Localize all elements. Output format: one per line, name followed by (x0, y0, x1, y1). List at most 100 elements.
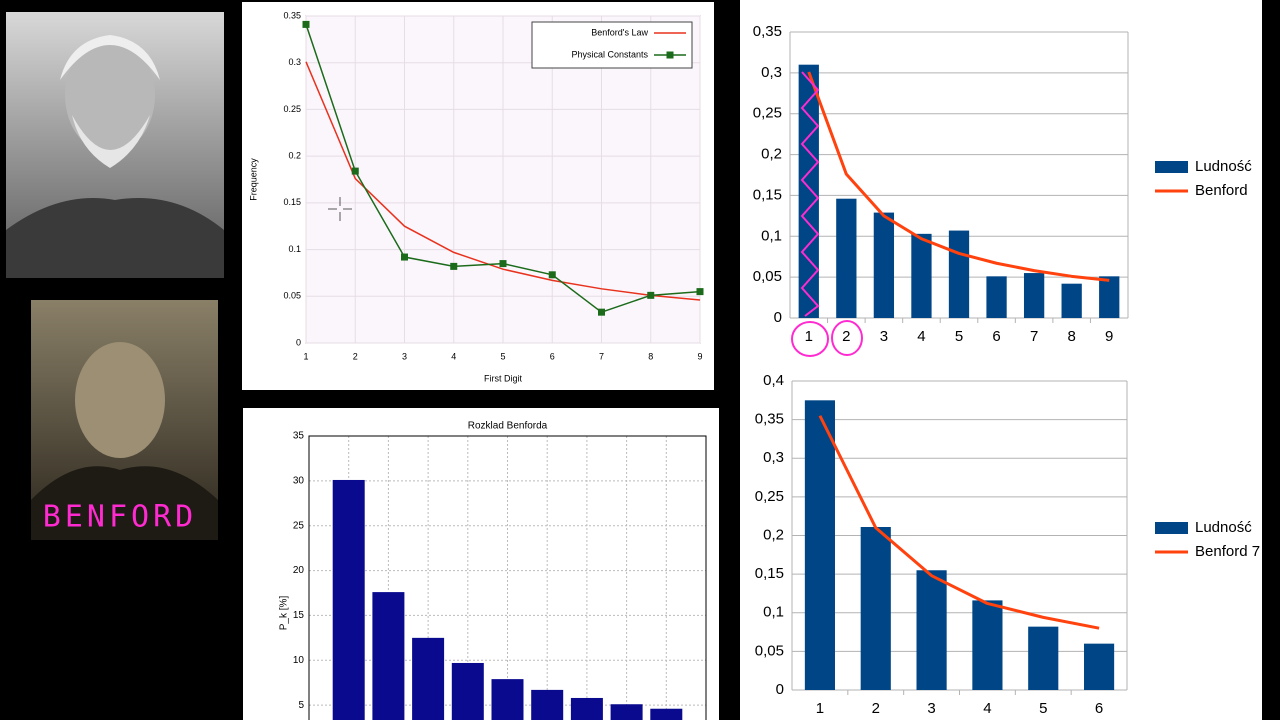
x-axis-label: First Digit (484, 373, 522, 383)
y-tick-label: 0.35 (283, 10, 301, 20)
x-tick-label: 2 (872, 700, 880, 717)
bar (610, 704, 643, 720)
bar (1061, 283, 1082, 318)
bar (804, 400, 835, 690)
marker (696, 288, 704, 296)
y-tick-label: 0.2 (288, 151, 301, 161)
portrait-newcomb (6, 12, 224, 278)
bar (451, 662, 484, 720)
y-tick-label: 25 (293, 520, 305, 531)
x-tick-label: 4 (983, 700, 991, 717)
photo-caption: BENFORD (43, 500, 197, 535)
x-tick-label: 1 (805, 328, 813, 345)
marker (351, 167, 359, 175)
x-tick-label: 3 (927, 700, 935, 717)
cursor (328, 197, 352, 221)
bar (1084, 643, 1115, 690)
y-tick-label: 0,15 (753, 186, 782, 203)
x-tick-label: 2 (353, 351, 358, 361)
legend-swatch (1155, 522, 1188, 534)
bar (372, 592, 405, 720)
x-tick-label: 6 (992, 328, 1000, 345)
y-tick-label: 0,35 (753, 23, 782, 40)
bar (860, 527, 891, 690)
bar (911, 233, 932, 318)
legend-marker (666, 51, 674, 59)
x-tick-label: 5 (955, 328, 963, 345)
plot-frame (308, 435, 707, 720)
y-tick-label: 0 (776, 681, 784, 698)
y-tick-label: 0,3 (763, 449, 784, 466)
x-tick-label: 6 (1095, 700, 1103, 717)
y-tick-label: 15 (293, 610, 305, 621)
series-line (818, 415, 1100, 630)
x-tick-label: 2 (842, 328, 850, 345)
x-tick-label: 9 (697, 351, 702, 361)
y-tick-label: 0.05 (283, 291, 301, 301)
x-tick-label: 9 (1105, 328, 1113, 345)
marker (499, 260, 507, 268)
x-tick-label: 4 (451, 351, 456, 361)
y-tick-label: 0.3 (288, 57, 301, 67)
y-tick-label: 0,05 (753, 268, 782, 285)
bar (1099, 276, 1120, 318)
chart-title: Rozklad Benforda (468, 421, 548, 432)
bar (412, 637, 445, 720)
y-tick-label: 0,2 (761, 146, 782, 163)
y-tick-label: 0,1 (761, 227, 782, 244)
bar (650, 708, 683, 720)
marker (401, 253, 408, 261)
x-tick-label: 6 (550, 351, 555, 361)
bar (491, 679, 524, 720)
y-tick-label: 35 (293, 431, 305, 442)
legend-label: Benford (1195, 182, 1248, 199)
y-tick-label: 0,1 (763, 604, 784, 621)
legend-box (531, 21, 693, 69)
series-line (305, 61, 701, 301)
bar (972, 600, 1003, 690)
bar (916, 570, 947, 690)
y-tick-label: 0 (774, 309, 782, 326)
legend-label: Benford 7 (1195, 543, 1260, 560)
y-tick-label: 0,2 (763, 526, 784, 543)
y-tick-label: 0,35 (755, 411, 784, 428)
x-tick-label: 4 (917, 328, 925, 345)
legend-label: Benford's Law (591, 27, 648, 37)
legend-label: Physical Constants (571, 49, 648, 59)
marker (548, 271, 556, 279)
bar (531, 689, 564, 720)
series-line (807, 71, 1110, 282)
marker (450, 262, 458, 270)
handwriting (791, 71, 863, 357)
bar (986, 276, 1007, 318)
x-tick-label: 7 (1030, 328, 1038, 345)
bar (836, 198, 857, 318)
y-tick-label: 30 (293, 475, 305, 486)
y-tick-label: 0,25 (753, 105, 782, 122)
bar (570, 697, 603, 720)
legend-label: Ludność (1195, 158, 1252, 175)
y-tick-label: 0,3 (761, 64, 782, 81)
bar (1028, 626, 1059, 690)
y-tick-label: 0 (296, 337, 301, 347)
y-tick-label: 0.15 (283, 197, 301, 207)
charts: 0 0.05 0.1 0.15 0.2 0.25 0.3 0.35 1 2 3 4 5 6 7 8 9 First… (248, 10, 1260, 720)
bar (1023, 273, 1045, 318)
y-tick-label: 0.1 (288, 244, 301, 254)
marker (647, 291, 655, 299)
y-tick-label: 0,05 (755, 642, 784, 659)
marker (302, 20, 310, 28)
bar (873, 212, 895, 318)
legend-swatch (1155, 161, 1188, 173)
y-tick-label: 0,25 (755, 488, 784, 505)
bar (332, 479, 365, 720)
y-tick-label: 5 (298, 700, 304, 711)
portrait-benford: BENFORD (31, 300, 218, 540)
marker (598, 308, 605, 316)
y-tick-label: 20 (293, 565, 305, 576)
x-tick-label: 5 (500, 351, 505, 361)
y-axis-label: Frequency (248, 158, 258, 201)
x-tick-label: 7 (599, 351, 604, 361)
